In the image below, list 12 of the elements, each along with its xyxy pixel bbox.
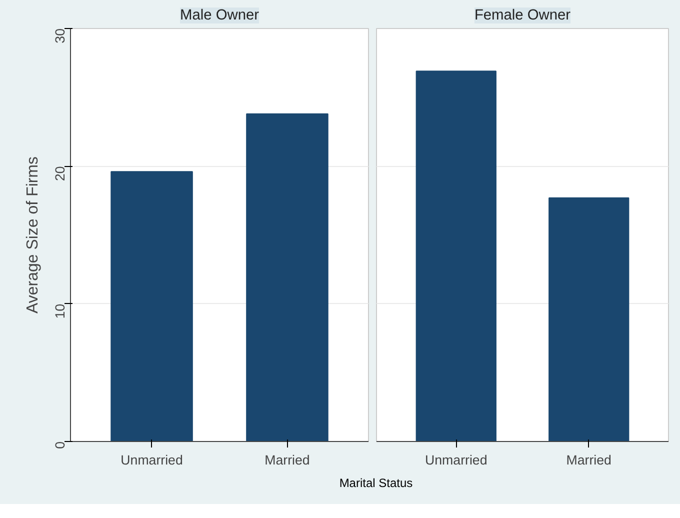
y-tick-label: 30 xyxy=(52,28,68,44)
x-axis-title: Marital Status xyxy=(339,475,413,492)
x-tick-label: Married xyxy=(264,452,310,468)
x-tick-label: Unmarried xyxy=(120,452,183,468)
y-tick-label: 10 xyxy=(52,304,68,319)
y-tick-label: 0 xyxy=(52,441,68,449)
y-axis-title: Average Size of Firms xyxy=(24,156,42,314)
chart-title: Male Owner xyxy=(180,8,260,24)
chart-title: Female Owner xyxy=(474,8,571,24)
y-tick-label: 20 xyxy=(52,166,68,181)
x-tick-label: Married xyxy=(566,452,612,468)
x-tick-label: Unmarried xyxy=(425,452,488,468)
